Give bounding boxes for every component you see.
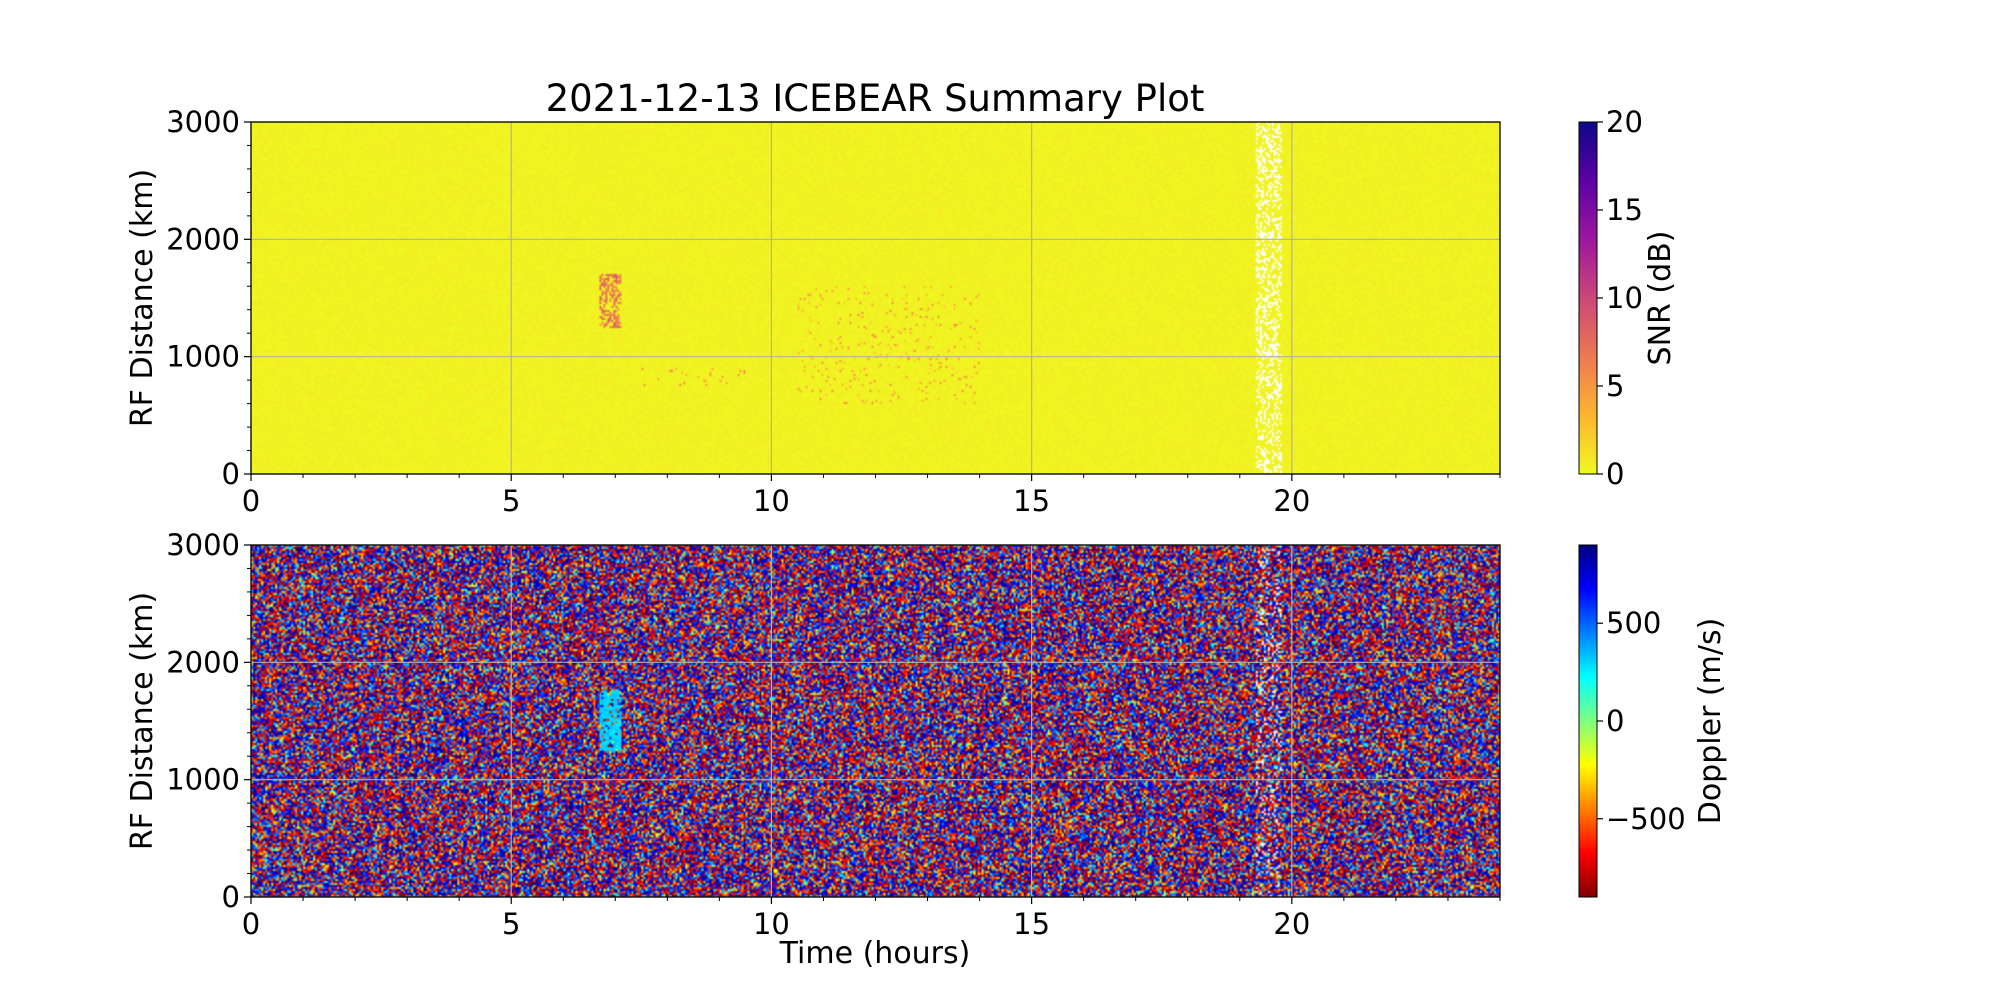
snr-y-tick-label: 1000 — [166, 340, 240, 374]
doppler-x-ticks: 0 5 10 15 20 — [242, 897, 1501, 941]
snr-colorbar-label: SNR (dB) — [1643, 231, 1678, 366]
snr-y-tick-label: 2000 — [166, 222, 240, 256]
snr-heatmap-image — [251, 122, 1500, 474]
snr-x-tick-label: 20 — [1273, 484, 1310, 518]
doppler-heatmap — [251, 545, 1500, 897]
snr-x-tick-label: 10 — [753, 484, 790, 518]
doppler-x-tick-label: 20 — [1273, 907, 1310, 941]
doppler-y-tick-label: 1000 — [166, 763, 240, 797]
snr-panel: 0 5 10 15 20 0 1000 2000 3000 RF Distance (km) — [125, 105, 1501, 518]
snr-colorbar-ticks: 0 5 10 15 20 — [1597, 105, 1643, 491]
doppler-y-axis-label: RF Distance (km) — [125, 592, 160, 850]
snr-colorbar-fill — [1578, 121, 1598, 475]
doppler-x-tick-label: 0 — [242, 907, 260, 941]
snr-y-tick-label: 3000 — [166, 105, 240, 139]
snr-colorbar: 0 5 10 15 20 SNR (dB) — [1578, 105, 1678, 491]
doppler-colorbar-tick-label: 0 — [1606, 704, 1624, 738]
doppler-x-tick-label: 15 — [1013, 907, 1050, 941]
doppler-y-ticks: 0 1000 2000 3000 — [166, 528, 251, 914]
doppler-colorbar-fill — [1578, 544, 1598, 898]
doppler-colorbar-ticks: −500 0 500 — [1597, 606, 1686, 836]
doppler-y-tick-label: 2000 — [166, 645, 240, 679]
doppler-colorbar-label: Doppler (m/s) — [1693, 618, 1728, 825]
doppler-x-tick-label: 10 — [753, 907, 790, 941]
snr-colorbar-tick-label: 5 — [1606, 369, 1624, 403]
doppler-x-tick-label: 5 — [502, 907, 520, 941]
snr-colorbar-tick-label: 15 — [1606, 193, 1643, 227]
doppler-x-axis-label: Time (hours) — [779, 936, 971, 971]
snr-colorbar-tick-label: 20 — [1606, 105, 1643, 139]
snr-x-tick-label: 15 — [1013, 484, 1050, 518]
snr-y-ticks: 0 1000 2000 3000 — [166, 105, 251, 491]
snr-heatmap — [251, 122, 1500, 474]
snr-colorbar-tick-label: 10 — [1606, 281, 1643, 315]
snr-x-tick-label: 5 — [502, 484, 520, 518]
snr-y-tick-label: 0 — [222, 457, 240, 491]
doppler-colorbar-tick-label: 500 — [1606, 606, 1661, 640]
snr-y-axis-label: RF Distance (km) — [125, 169, 160, 427]
figure-title: 2021-12-13 ICEBEAR Summary Plot — [546, 77, 1205, 120]
doppler-colorbar-tick-label: −500 — [1606, 802, 1686, 836]
doppler-y-tick-label: 3000 — [166, 528, 240, 562]
snr-colorbar-tick-label: 0 — [1606, 457, 1624, 491]
doppler-y-tick-label: 0 — [222, 880, 240, 914]
snr-x-tick-label: 0 — [242, 484, 260, 518]
doppler-colorbar: −500 0 500 Doppler (m/s) — [1578, 544, 1728, 898]
snr-x-ticks: 0 5 10 15 20 — [242, 474, 1501, 518]
doppler-heatmap-image — [251, 545, 1500, 897]
